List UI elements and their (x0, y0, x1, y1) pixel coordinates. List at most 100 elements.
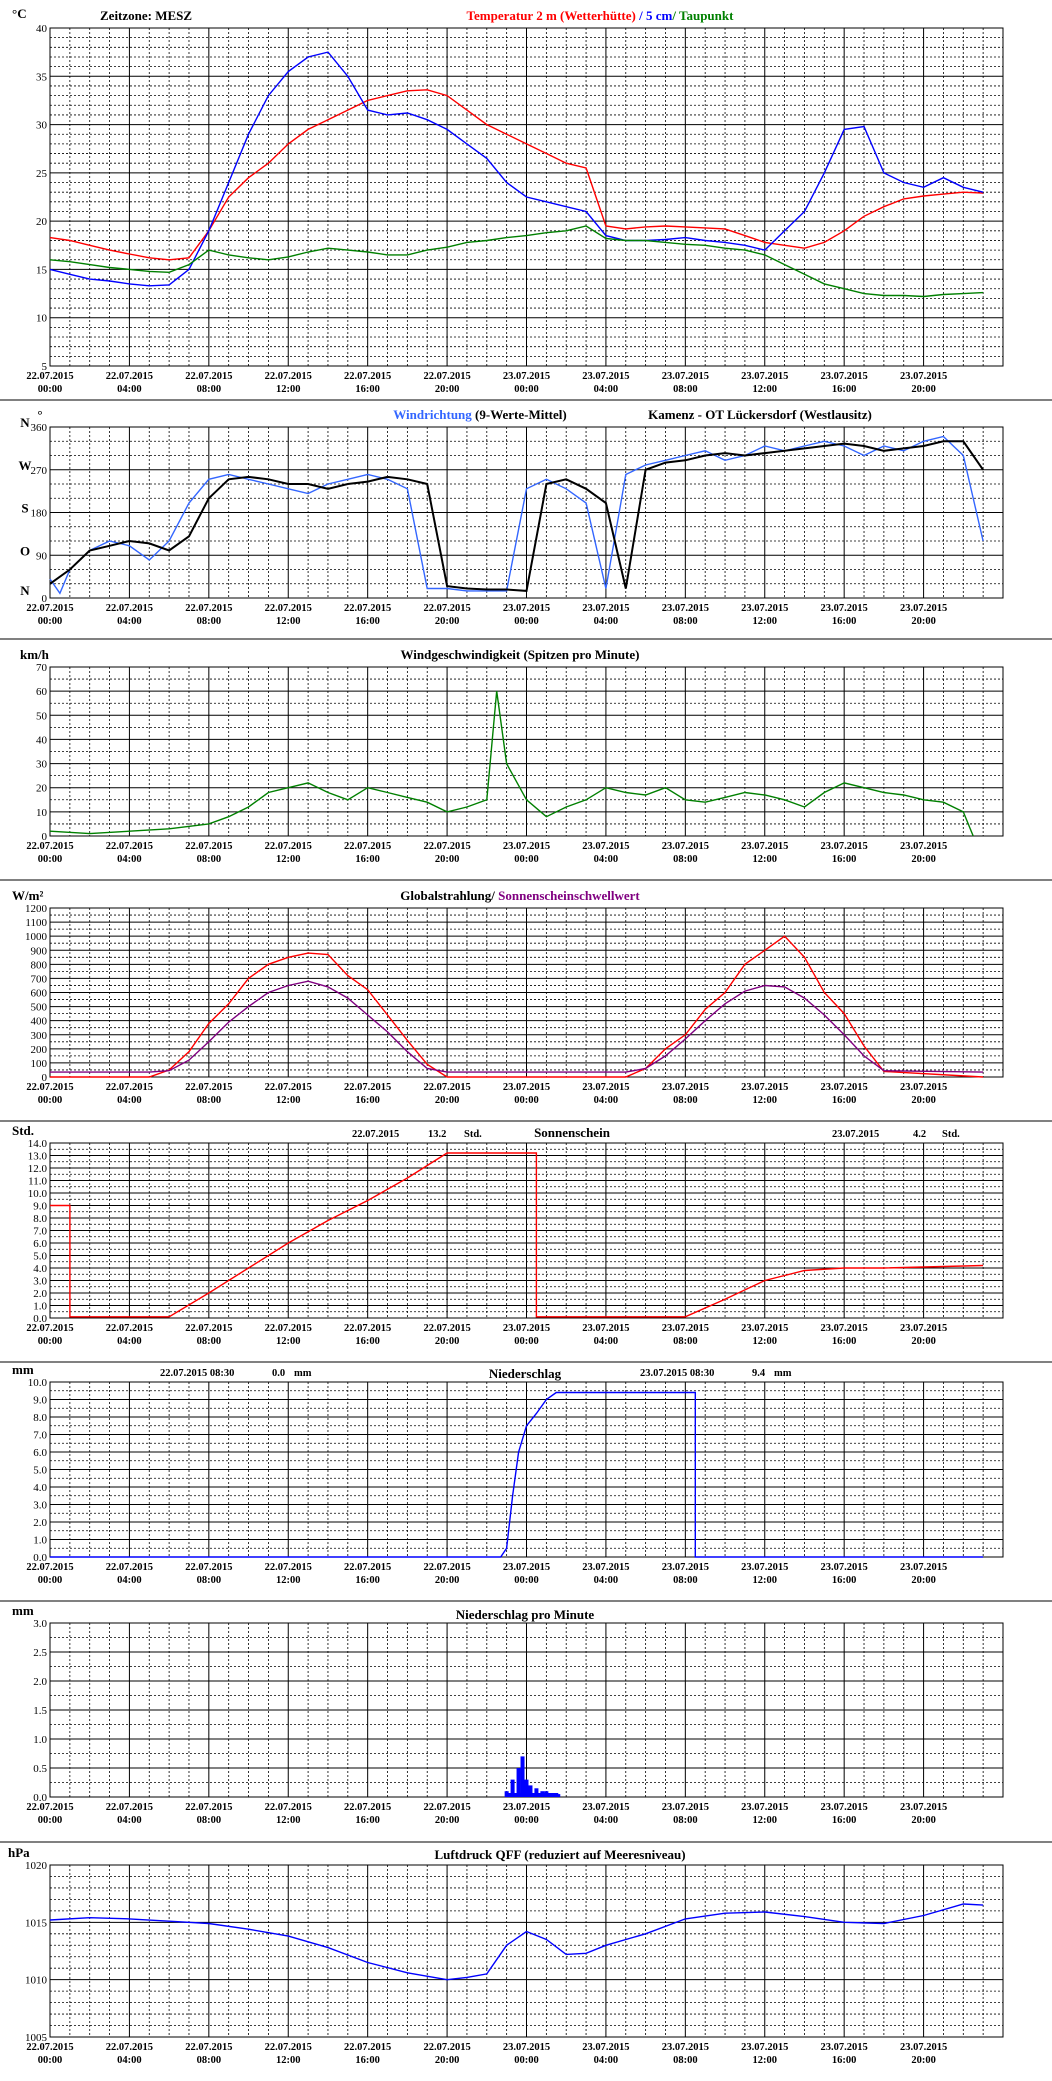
x-tick-date: 22.07.2015 (344, 1802, 391, 1813)
x-tick-time: 20:00 (435, 384, 460, 395)
x-tick-date: 23.07.2015 (900, 603, 947, 614)
x-tick-date: 23.07.2015 (582, 1802, 629, 1813)
y-tick-label: 0.0 (33, 1792, 47, 1804)
x-tick-date: 22.07.2015 (26, 371, 73, 382)
x-tick-time: 08:00 (673, 854, 698, 865)
panel-wind_direction: 0 90 180 270 360 22.07.2015 00:00 22.07.2015 04:… (19, 407, 1004, 627)
x-tick-date: 23.07.2015 (821, 2042, 868, 2053)
x-tick-time: 12:00 (753, 2055, 778, 2066)
x-tick-date: 23.07.2015 (900, 841, 947, 852)
x-tick-time: 08:00 (673, 1575, 698, 1586)
x-tick-time: 04:00 (594, 854, 619, 865)
x-tick-date: 22.07.2015 (106, 1562, 153, 1573)
y-tick-label: 0 (42, 593, 48, 605)
x-tick-date: 23.07.2015 (741, 1802, 788, 1813)
y-tick-label: 3.0 (33, 1500, 47, 1512)
y-tick-label: 30 (36, 759, 48, 771)
x-tick-date: 23.07.2015 (582, 371, 629, 382)
x-tick-time: 00:00 (514, 616, 539, 627)
x-tick-date: 22.07.2015 (26, 1562, 73, 1573)
y-tick-label: 1015 (25, 1917, 48, 1929)
x-tick-time: 16:00 (355, 1575, 380, 1586)
x-tick-date: 23.07.2015 (741, 1562, 788, 1573)
precip-bar (524, 1779, 529, 1797)
title-part: Windrichtung (393, 407, 472, 422)
x-tick-time: 08:00 (673, 384, 698, 395)
y-tick-label: 5.0 (33, 1465, 47, 1477)
y-tick-label: 14.0 (28, 1138, 48, 1150)
x-tick-date: 22.07.2015 (106, 841, 153, 852)
x-tick-date: 22.07.2015 (344, 1562, 391, 1573)
y-tick-label: 10.0 (28, 1377, 48, 1389)
x-tick-date: 23.07.2015 (821, 841, 868, 852)
series-line-luftdruck-qff (49, 1903, 984, 1981)
x-tick-time: 16:00 (832, 1095, 857, 1106)
x-tick-time: 20:00 (435, 2055, 460, 2066)
x-tick-date: 22.07.2015 (265, 1562, 312, 1573)
summary-unit: Std. (464, 1129, 482, 1140)
x-tick-date: 23.07.2015 (900, 1802, 947, 1813)
x-tick-date: 23.07.2015 (821, 603, 868, 614)
x-tick-date: 22.07.2015 (344, 1082, 391, 1093)
precip-bar (534, 1788, 539, 1797)
x-tick-time: 08:00 (673, 1095, 698, 1106)
x-tick-date: 23.07.2015 (741, 603, 788, 614)
x-tick-time: 16:00 (832, 616, 857, 627)
y-tick-label: 7.0 (33, 1226, 47, 1238)
y-tick-label: 1200 (25, 903, 48, 915)
x-tick-time: 16:00 (355, 616, 380, 627)
x-tick-time: 04:00 (117, 384, 142, 395)
x-tick-date: 23.07.2015 (662, 603, 709, 614)
panel-precip_per_minute: 0.0 0.5 1.0 1.5 2.0 2.5 3.0 22.07.2015 00:00 22.0… (12, 1603, 1004, 1826)
x-tick-date: 23.07.2015 (821, 1802, 868, 1813)
y-tick-label: 25 (36, 168, 48, 180)
x-tick-date: 23.07.2015 (503, 1082, 550, 1093)
x-tick-time: 08:00 (673, 1336, 698, 1347)
summary-unit: mm (774, 1368, 792, 1379)
y-tick-label: 9.0 (33, 1395, 47, 1407)
x-tick-time: 12:00 (276, 1575, 301, 1586)
x-tick-date: 22.07.2015 (423, 603, 470, 614)
title-part: / (636, 8, 646, 23)
y-tick-label: 700 (31, 973, 48, 985)
x-tick-time: 00:00 (38, 1336, 63, 1347)
y-tick-label: 9.0 (33, 1201, 47, 1213)
y-tick-label: 360 (31, 422, 48, 434)
panel-precipitation: 0.0 1.0 2.0 3.0 4.0 5.0 6.0 7.0 8.0 9.0 10.0 22.07.… (12, 1362, 1004, 1586)
x-tick-time: 00:00 (38, 1815, 63, 1826)
y-tick-label: 1020 (25, 1860, 48, 1872)
x-tick-time: 08:00 (197, 1815, 222, 1826)
y-unit-label: mm (12, 1362, 34, 1377)
x-tick-time: 00:00 (514, 1815, 539, 1826)
x-tick-date: 23.07.2015 (582, 1562, 629, 1573)
x-tick-time: 04:00 (117, 854, 142, 865)
title-part: 5 cm (646, 8, 673, 23)
x-tick-time: 16:00 (832, 1336, 857, 1347)
x-tick-date: 22.07.2015 (26, 1802, 73, 1813)
x-tick-date: 22.07.2015 (265, 371, 312, 382)
x-tick-time: 04:00 (594, 1336, 619, 1347)
x-tick-date: 22.07.2015 (344, 371, 391, 382)
x-tick-time: 08:00 (197, 2055, 222, 2066)
x-tick-date: 22.07.2015 (344, 841, 391, 852)
series-line-9-werte-mittel (49, 440, 984, 592)
x-tick-time: 08:00 (197, 854, 222, 865)
x-tick-time: 16:00 (355, 1336, 380, 1347)
x-tick-date: 23.07.2015 (662, 1082, 709, 1093)
x-tick-time: 16:00 (832, 854, 857, 865)
y-tick-label: 10.0 (28, 1188, 48, 1200)
y-tick-label: 2.0 (33, 1517, 47, 1529)
y-tick-label: 2.5 (33, 1647, 47, 1659)
x-tick-date: 23.07.2015 (582, 603, 629, 614)
compass-label: W (19, 458, 32, 473)
x-tick-time: 20:00 (911, 1095, 936, 1106)
x-tick-time: 12:00 (276, 384, 301, 395)
x-tick-date: 22.07.2015 (344, 603, 391, 614)
y-tick-label: 5 (42, 361, 48, 373)
x-tick-time: 16:00 (355, 384, 380, 395)
chart-title: Windrichtung (9-Werte-Mittel) (393, 407, 566, 422)
y-tick-label: 8.0 (33, 1213, 47, 1225)
x-tick-date: 23.07.2015 (503, 841, 550, 852)
x-tick-time: 12:00 (276, 1336, 301, 1347)
y-tick-label: 30 (36, 120, 48, 132)
